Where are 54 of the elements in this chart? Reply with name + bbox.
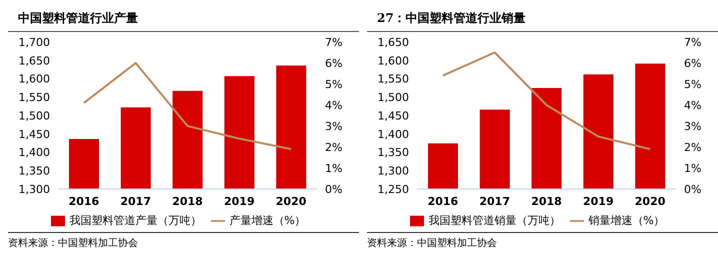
x-tick-label: 2018	[531, 194, 562, 208]
y-tick-label: 1,300	[378, 164, 409, 178]
chart-title: 中国塑料管道行业产量	[8, 8, 359, 32]
x-tick-label: 2019	[582, 194, 614, 208]
y2-tick-label: 7%	[325, 36, 342, 49]
x-tick-label: 2020	[276, 194, 307, 208]
chart-title: 27：中国塑料管道行业销量	[367, 8, 718, 32]
y2-tick-label: 6%	[684, 56, 702, 70]
y2-tick-label: 3%	[325, 120, 342, 133]
y2-tick-label: 4%	[684, 98, 702, 112]
y-tick-label: 1,400	[18, 146, 50, 160]
x-tick-label: 2020	[634, 194, 666, 208]
legend-label: 我国塑料管道产量（万吨）	[69, 214, 202, 227]
y-tick-label: 1,700	[18, 36, 50, 49]
x-tick-label: 2016	[68, 194, 100, 208]
y2-tick-label: 4%	[325, 98, 342, 112]
y2-tick-label: 2%	[325, 140, 342, 154]
y-tick-label: 1,450	[18, 128, 50, 141]
legend-label: 我国塑料管道销量（万吨）	[428, 214, 560, 227]
x-tick-label: 2018	[172, 194, 203, 208]
y-tick-label: 1,400	[378, 128, 409, 141]
y-tick-label: 1,600	[18, 72, 50, 86]
y2-tick-label: 0%	[684, 182, 702, 196]
y2-tick-label: 5%	[684, 78, 702, 91]
y-tick-label: 1,350	[378, 146, 409, 160]
line-series	[82, 62, 292, 150]
y2-tick-label: 2%	[684, 140, 702, 154]
y-tick-label: 1,550	[18, 91, 50, 104]
x-tick-label: 2016	[428, 194, 459, 208]
y2-tick-label: 1%	[325, 162, 342, 175]
y-tick-label: 1,250	[378, 182, 409, 196]
y2-tick-label: 7%	[684, 36, 702, 49]
y-tick-label: 1,500	[18, 109, 50, 122]
legend-label: 销量增速（%）	[588, 214, 665, 227]
y-tick-label: 1,650	[18, 54, 50, 68]
y-tick-label: 1,350	[18, 164, 50, 178]
text: 资料来源：中国塑料加工协会	[8, 236, 139, 250]
y2-tick-label: 3%	[684, 120, 702, 133]
x-tick-label: 2017	[479, 194, 510, 208]
y-tick-label: 1,300	[18, 182, 50, 196]
y2-tick-label: 5%	[325, 78, 342, 91]
y-tick-label: 1,650	[378, 36, 409, 49]
y2-tick-label: 0%	[325, 182, 342, 196]
y2-tick-label: 1%	[684, 162, 702, 175]
y-tick-label: 1,500	[378, 91, 409, 104]
y-tick-label: 1,600	[378, 54, 409, 68]
legend-label: 产量增速（%）	[229, 214, 306, 227]
line-series	[442, 52, 652, 150]
x-tick-label: 2019	[224, 194, 255, 208]
x-tick-label: 2017	[120, 194, 152, 208]
y-tick-label: 1,550	[378, 72, 409, 86]
text: 资料来源：中国塑料加工协会	[367, 236, 498, 250]
y-tick-label: 1,450	[378, 109, 409, 122]
y2-tick-label: 6%	[325, 56, 342, 70]
